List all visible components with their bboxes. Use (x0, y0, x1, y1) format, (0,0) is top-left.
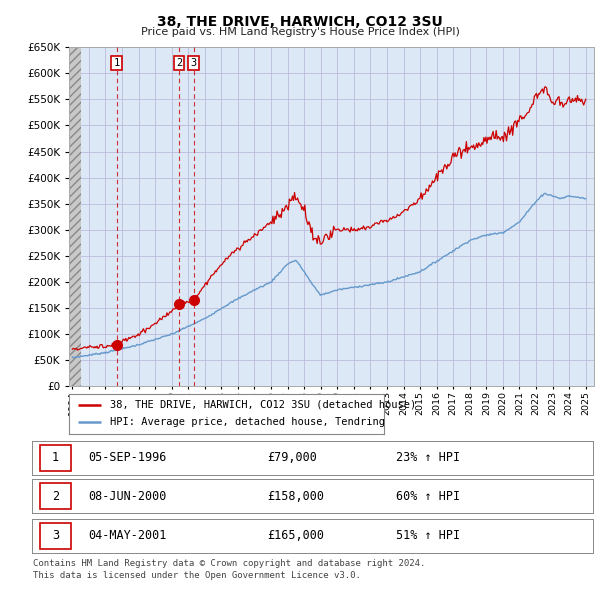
Text: 1: 1 (113, 58, 119, 68)
Text: 08-JUN-2000: 08-JUN-2000 (88, 490, 166, 503)
Text: Contains HM Land Registry data © Crown copyright and database right 2024.
This d: Contains HM Land Registry data © Crown c… (33, 559, 425, 580)
Text: HPI: Average price, detached house, Tendring: HPI: Average price, detached house, Tend… (110, 417, 385, 427)
Bar (69, 47, 82, 386)
Text: 3: 3 (52, 529, 59, 542)
Bar (40, 445, 71, 471)
Text: 3: 3 (191, 58, 197, 68)
Bar (40, 523, 71, 549)
Text: Price paid vs. HM Land Registry's House Price Index (HPI): Price paid vs. HM Land Registry's House … (140, 27, 460, 37)
Text: 05-SEP-1996: 05-SEP-1996 (88, 451, 166, 464)
Text: 60% ↑ HPI: 60% ↑ HPI (397, 490, 461, 503)
Text: 2: 2 (176, 58, 182, 68)
Text: 38, THE DRIVE, HARWICH, CO12 3SU (detached house): 38, THE DRIVE, HARWICH, CO12 3SU (detach… (110, 400, 416, 410)
Text: 51% ↑ HPI: 51% ↑ HPI (397, 529, 461, 542)
Text: 1: 1 (52, 451, 59, 464)
Text: £79,000: £79,000 (268, 451, 317, 464)
Text: £165,000: £165,000 (268, 529, 325, 542)
Text: 2: 2 (52, 490, 59, 503)
Text: 23% ↑ HPI: 23% ↑ HPI (397, 451, 461, 464)
Text: £158,000: £158,000 (268, 490, 325, 503)
Text: 04-MAY-2001: 04-MAY-2001 (88, 529, 166, 542)
Bar (40, 483, 71, 509)
Text: 38, THE DRIVE, HARWICH, CO12 3SU: 38, THE DRIVE, HARWICH, CO12 3SU (157, 15, 443, 29)
